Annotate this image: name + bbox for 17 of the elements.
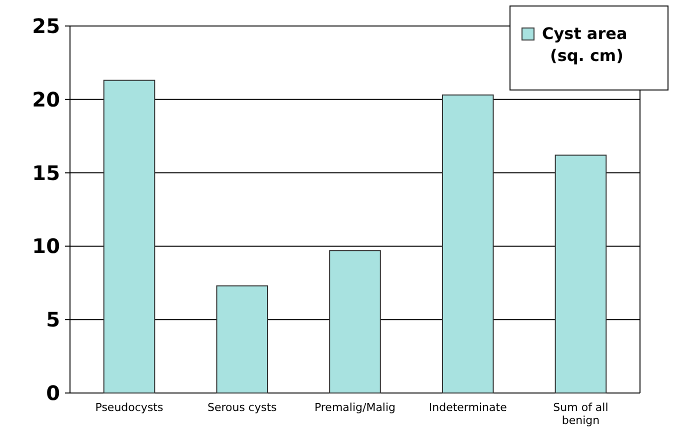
x-tick-label: Premalig/Malig bbox=[314, 401, 396, 414]
y-tick-label: 5 bbox=[46, 308, 60, 332]
bar bbox=[442, 94, 494, 394]
x-tick-label: Pseudocysts bbox=[95, 401, 164, 414]
legend-label: Cyst area (sq. cm) bbox=[542, 24, 628, 65]
y-tick-label: 25 bbox=[32, 14, 60, 38]
y-tick-label: 0 bbox=[46, 381, 60, 405]
bar bbox=[554, 154, 607, 394]
x-tick-label: Indeterminate bbox=[428, 401, 508, 414]
y-tick-label: 15 bbox=[32, 160, 60, 185]
x-tick-label: Serous cysts bbox=[207, 401, 278, 414]
bar bbox=[103, 80, 156, 394]
bar bbox=[216, 285, 268, 394]
y-tick-label: 20 bbox=[32, 87, 60, 112]
bar bbox=[329, 250, 381, 394]
x-tick-label: Sum of all benign bbox=[553, 401, 608, 427]
y-tick-label: 10 bbox=[32, 234, 60, 258]
